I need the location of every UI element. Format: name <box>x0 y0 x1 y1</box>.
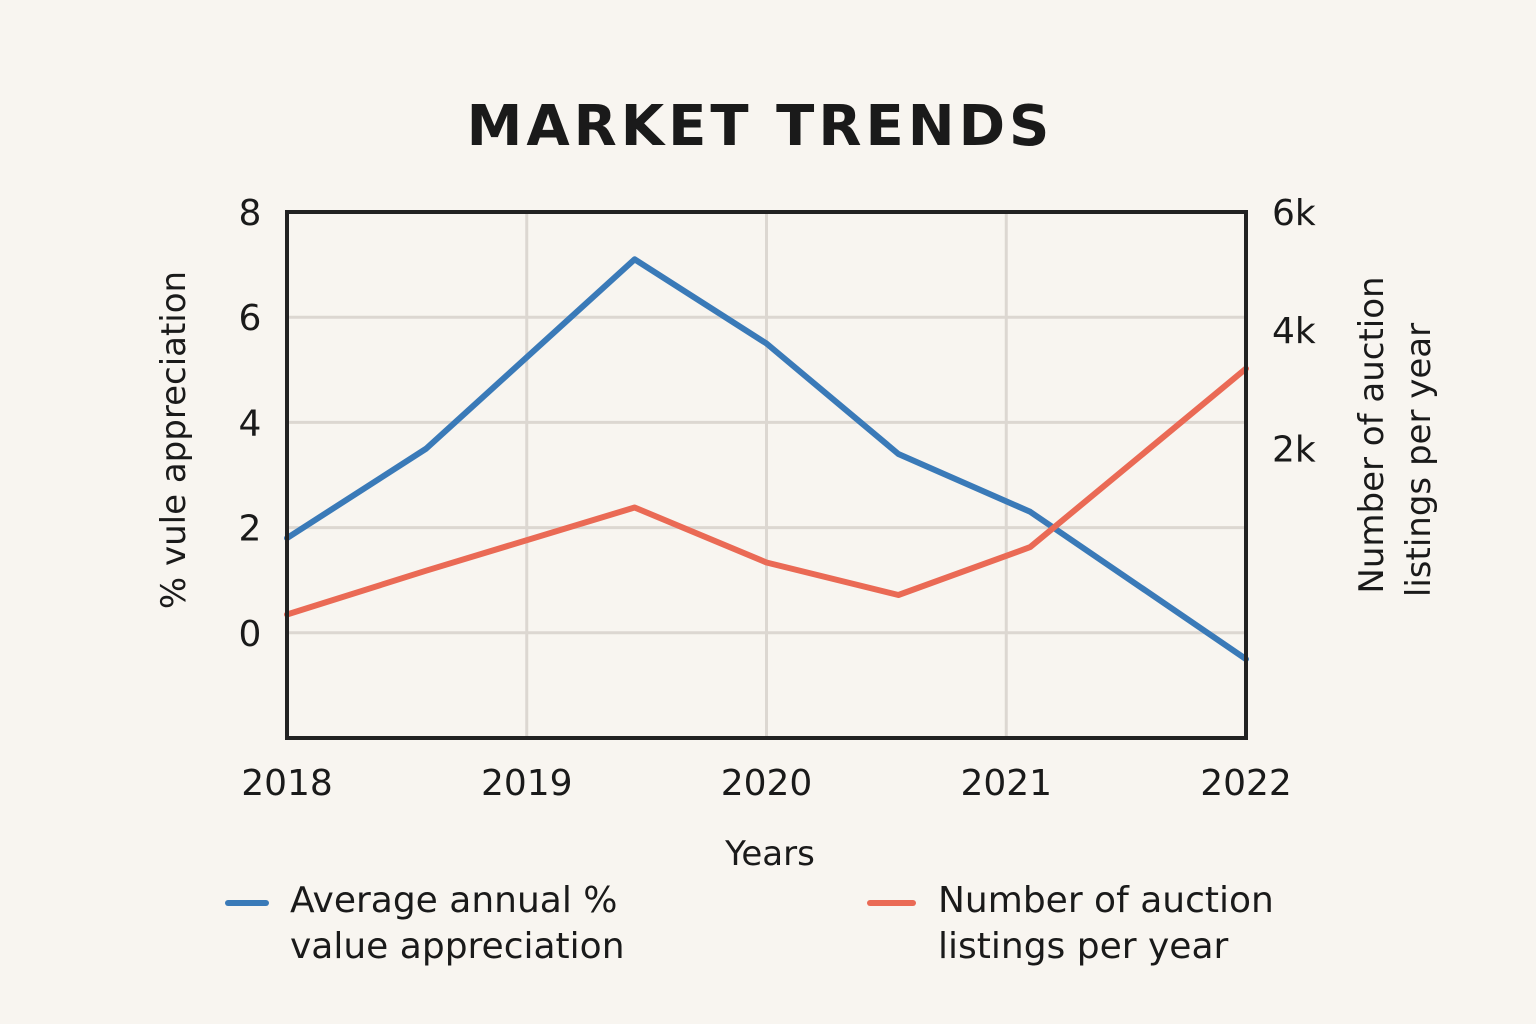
y-right-axis-label-line1: Number of auction <box>1352 276 1392 593</box>
series-group <box>284 256 1249 663</box>
x-tick-label: 2018 <box>241 763 333 804</box>
legend-label-listings-line1: Number of auction <box>938 880 1274 921</box>
chart-title: MARKET TRENDS <box>467 94 1054 159</box>
y-right-tick-label: 4k <box>1272 311 1316 352</box>
y-left-tick-label: 2 <box>239 509 262 550</box>
legend-label-appreciation-line2: value appreciation <box>290 926 625 967</box>
legend: Average annual % value appreciation Numb… <box>225 880 1274 967</box>
series-line-appreciation <box>284 256 1249 663</box>
y-left-ticks: 8 6 4 2 0 <box>239 193 262 655</box>
y-left-tick-label: 0 <box>239 614 262 655</box>
legend-label-appreciation-line1: Average annual % <box>290 880 618 921</box>
legend-label-listings-line2: listings per year <box>938 926 1229 967</box>
x-tick-label: 2022 <box>1200 763 1292 804</box>
y-left-tick-label: 8 <box>239 193 262 234</box>
x-axis-label: Years <box>724 834 815 874</box>
grid <box>287 212 1246 738</box>
y-right-axis-label-line2: listings per year <box>1399 323 1439 597</box>
y-right-tick-label: 6k <box>1272 193 1316 234</box>
x-tick-label: 2021 <box>960 763 1052 804</box>
plot-frame <box>285 210 1248 740</box>
x-ticks: 2018 2019 2020 2021 2022 <box>241 763 1292 804</box>
x-tick-label: 2020 <box>721 763 813 804</box>
y-left-axis-label: % vule appreciation <box>154 271 194 609</box>
y-right-tick-label: 2k <box>1272 429 1316 470</box>
x-tick-label: 2019 <box>481 763 573 804</box>
y-left-tick-label: 4 <box>239 403 262 444</box>
y-right-ticks: 6k 4k 2k <box>1272 193 1316 470</box>
series-line-listings <box>284 365 1249 618</box>
y-left-tick-label: 6 <box>239 298 262 339</box>
